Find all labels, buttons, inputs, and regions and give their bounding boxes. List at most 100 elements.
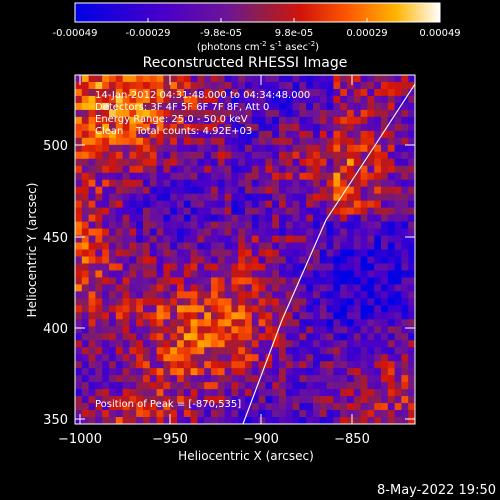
heatmap-cell — [122, 270, 130, 278]
heatmap-cell — [299, 263, 307, 271]
heatmap-cell — [190, 312, 198, 320]
heatmap-cell — [190, 291, 198, 299]
heatmap-cell — [408, 228, 415, 236]
heatmap-cell — [347, 249, 355, 257]
heatmap-cell — [367, 130, 375, 139]
heatmap-cell — [143, 347, 151, 355]
heatmap-cell — [204, 263, 212, 271]
heatmap-cell — [149, 242, 157, 250]
heatmap-cell — [136, 347, 144, 355]
heatmap-cell — [394, 403, 402, 411]
heatmap-cell — [353, 389, 361, 397]
heatmap-cell — [401, 396, 409, 404]
heatmap-cell — [149, 263, 157, 271]
heatmap-cell — [102, 277, 110, 285]
heatmap-cell — [197, 158, 205, 167]
heatmap-cell — [333, 116, 341, 125]
heatmap-cell — [353, 200, 361, 209]
heatmap-cell — [197, 340, 205, 348]
heatmap-cell — [143, 179, 151, 188]
heatmap-cell — [197, 410, 205, 418]
heatmap-cell — [136, 340, 144, 348]
heatmap-cell — [204, 207, 212, 215]
heatmap-cell — [102, 396, 110, 404]
x-axis-ticks — [79, 75, 353, 424]
heatmap-cell — [374, 375, 382, 383]
heatmap-cell — [211, 109, 219, 118]
heatmap-cell — [279, 151, 287, 160]
heatmap-cell — [177, 137, 185, 146]
heatmap-cell — [211, 214, 219, 222]
heatmap-cell — [285, 116, 293, 125]
heatmap-cell — [177, 95, 185, 104]
heatmap-cell — [265, 410, 273, 418]
heatmap-cell — [231, 193, 239, 202]
heatmap-cell — [156, 172, 164, 181]
heatmap-cell — [170, 340, 178, 348]
heatmap-cell — [258, 75, 266, 83]
heatmap-cell — [224, 214, 232, 222]
heatmap-cell — [245, 75, 253, 83]
heatmap-cell — [143, 137, 151, 146]
heatmap-cell — [245, 186, 253, 195]
heatmap-cell — [156, 193, 164, 202]
heatmap-cell — [374, 235, 382, 243]
unit-exp: -1 — [275, 40, 282, 48]
heatmap-cell — [170, 417, 178, 424]
heatmap-cell — [353, 130, 361, 139]
heatmap-cell — [360, 151, 368, 160]
heatmap-cell — [95, 151, 103, 160]
heatmap-cell — [326, 389, 334, 397]
heatmap-cell — [183, 144, 191, 153]
heatmap-cell — [95, 137, 103, 146]
heatmap-cell — [251, 200, 259, 209]
heatmap-cell — [109, 130, 117, 139]
heatmap-cell — [313, 207, 321, 215]
heatmap-cell — [115, 88, 123, 97]
heatmap-cell — [292, 368, 300, 376]
heatmap-cell — [333, 130, 341, 139]
heatmap-cell — [326, 319, 334, 327]
heatmap-cell — [102, 207, 110, 215]
heatmap-cell — [381, 242, 389, 250]
heatmap-cell — [88, 130, 96, 139]
heatmap-cell — [408, 333, 415, 341]
heatmap-cell — [292, 116, 300, 125]
heatmap-cell — [279, 165, 287, 174]
heatmap-cell — [285, 81, 293, 90]
heatmap-cell — [102, 193, 110, 202]
heatmap-cell — [204, 144, 212, 153]
heatmap-cell — [394, 200, 402, 209]
heatmap-cell — [313, 172, 321, 181]
heatmap-cell — [204, 333, 212, 341]
heatmap-cell — [224, 277, 232, 285]
heatmap-cell — [81, 102, 89, 111]
heatmap-cell — [217, 368, 225, 376]
heatmap-cell — [319, 291, 327, 299]
heatmap-cell — [394, 75, 402, 83]
heatmap-cell — [367, 270, 375, 278]
heatmap-cell — [408, 298, 415, 306]
heatmap-cell — [340, 417, 348, 424]
heatmap-cell — [129, 298, 137, 306]
heatmap-cell — [163, 102, 171, 111]
heatmap-cell — [122, 158, 130, 167]
heatmap-cell — [115, 75, 123, 83]
heatmap-cell — [245, 347, 253, 355]
heatmap-cell — [387, 88, 395, 97]
heatmap-cell — [279, 256, 287, 264]
heatmap-cell — [81, 375, 89, 383]
heatmap-cell — [197, 137, 205, 146]
heatmap-cell — [258, 354, 266, 362]
heatmap-cell — [333, 347, 341, 355]
heatmap-cell — [136, 277, 144, 285]
heatmap-cell — [231, 116, 239, 125]
heatmap-cell — [197, 144, 205, 153]
heatmap-cell — [285, 368, 293, 376]
heatmap-cell — [251, 361, 259, 369]
heatmap-cell — [217, 123, 225, 132]
heatmap-cell — [374, 95, 382, 104]
heatmap-cell — [88, 102, 96, 111]
heatmap-cell — [190, 347, 198, 355]
heatmap-cell — [102, 109, 110, 118]
